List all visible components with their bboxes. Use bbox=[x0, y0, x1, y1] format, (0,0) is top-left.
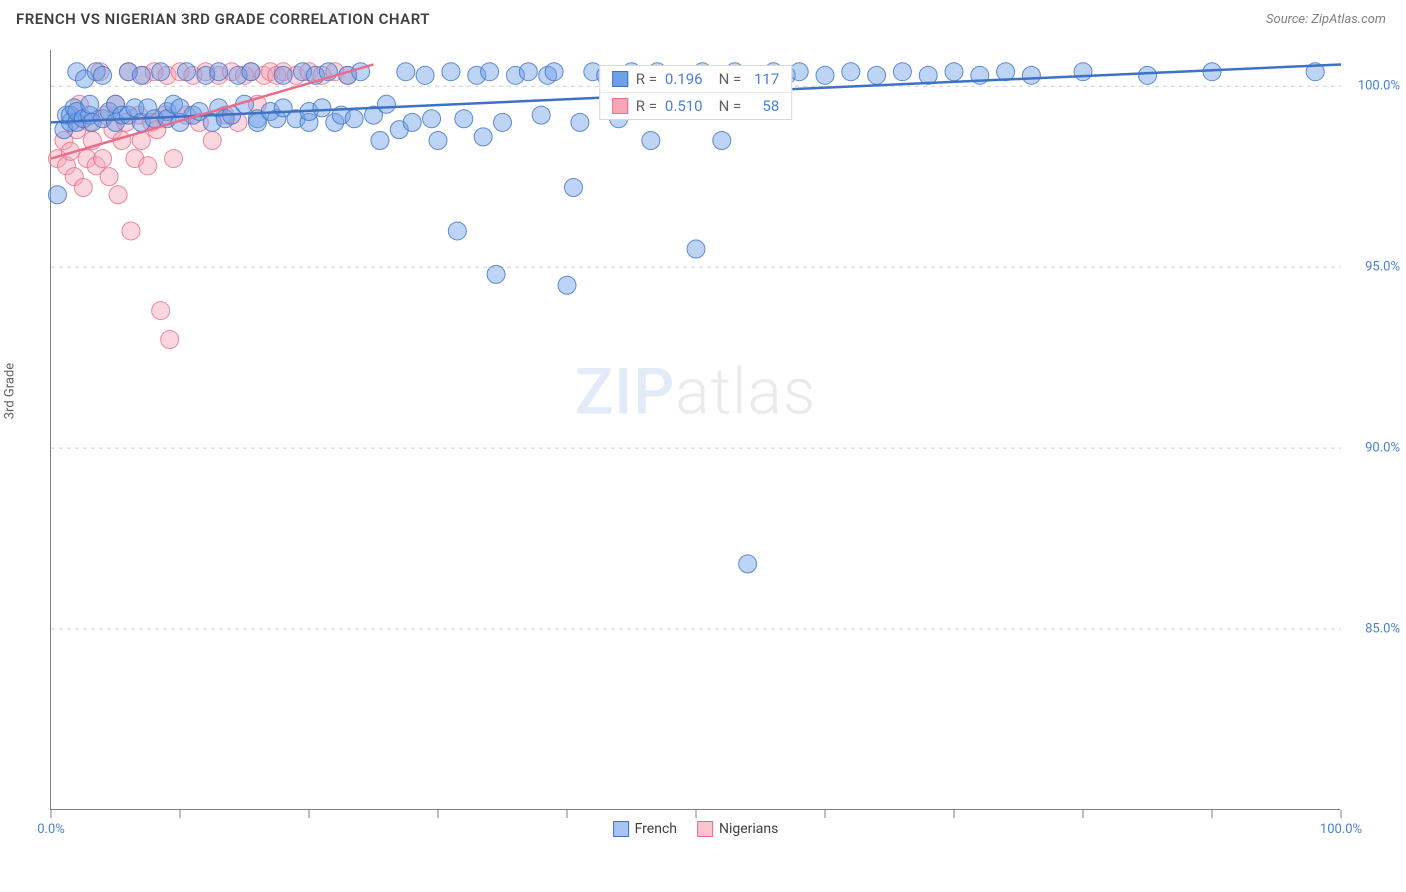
chart-container: 3rd Grade ZIPatlas R =0.196N =117R =0.51… bbox=[0, 40, 1406, 840]
chart-source: Source: ZipAtlas.com bbox=[1266, 12, 1386, 27]
n-value: 58 bbox=[749, 97, 779, 115]
r-label: R = bbox=[636, 97, 657, 115]
plot-area: ZIPatlas R =0.196N =117R =0.510N =58 Fre… bbox=[50, 50, 1340, 810]
y-tick-label: 90.0% bbox=[1365, 441, 1400, 456]
y-tick-label: 95.0% bbox=[1365, 260, 1400, 275]
y-tick-label: 85.0% bbox=[1365, 622, 1400, 637]
chart-title: FRENCH VS NIGERIAN 3RD GRADE CORRELATION… bbox=[16, 10, 430, 28]
r-value: 0.196 bbox=[665, 70, 703, 88]
n-label: N = bbox=[719, 97, 742, 115]
legend-label: Nigerians bbox=[719, 821, 778, 837]
x-tick-label: 0.0% bbox=[37, 822, 65, 837]
y-axis-title: 3rd Grade bbox=[3, 363, 18, 419]
r-label: R = bbox=[636, 70, 657, 88]
stats-legend-row: R = 0.196 N = 117 bbox=[600, 66, 792, 93]
stats-legend: R = 0.196 N = 117 R = 0.510 N = 58 bbox=[599, 65, 793, 120]
n-label: N = bbox=[719, 70, 742, 88]
chart-header: FRENCH VS NIGERIAN 3RD GRADE CORRELATION… bbox=[0, 0, 1406, 38]
series-legend-item: French bbox=[613, 821, 677, 837]
legend-swatch bbox=[613, 821, 629, 837]
legend-swatch bbox=[697, 821, 713, 837]
legend-label: French bbox=[635, 821, 677, 837]
stats-legend-row: R = 0.510 N = 58 bbox=[600, 93, 792, 119]
x-tick-label: 100.0% bbox=[1320, 822, 1362, 837]
legend-swatch bbox=[612, 71, 628, 87]
r-value: 0.510 bbox=[665, 97, 703, 115]
y-tick-label: 100.0% bbox=[1358, 79, 1400, 94]
series-legend: French Nigerians bbox=[613, 821, 779, 837]
plot-svg bbox=[51, 50, 1340, 809]
n-value: 117 bbox=[749, 70, 779, 88]
legend-swatch bbox=[612, 98, 628, 114]
series-legend-item: Nigerians bbox=[697, 821, 778, 837]
